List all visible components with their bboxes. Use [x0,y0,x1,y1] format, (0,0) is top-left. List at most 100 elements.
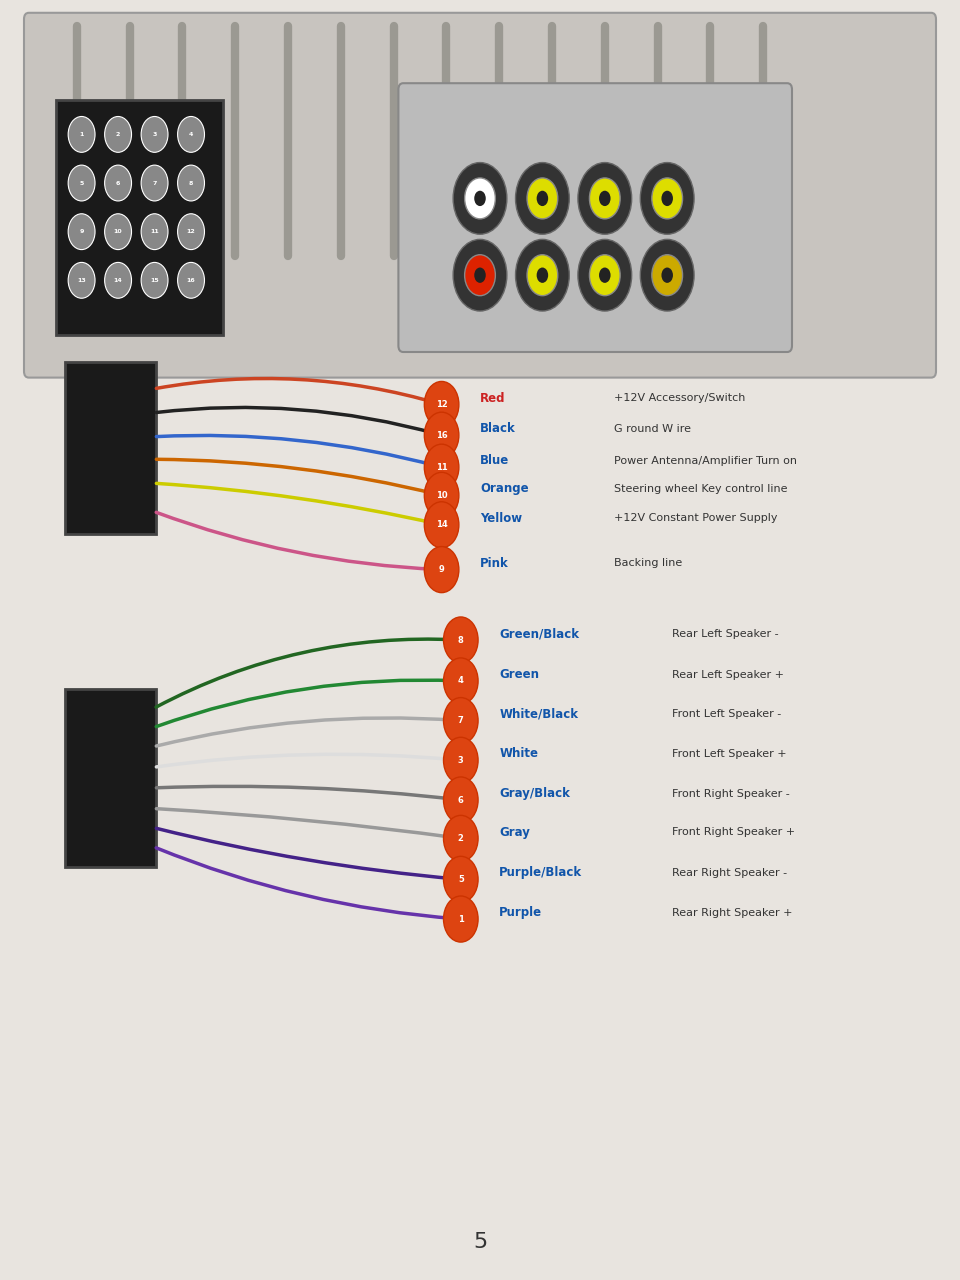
Text: 12: 12 [186,229,196,234]
Circle shape [444,777,478,823]
Text: 9: 9 [439,564,444,575]
Circle shape [516,239,569,311]
Circle shape [465,178,495,219]
FancyArrowPatch shape [156,639,458,707]
Circle shape [424,502,459,548]
Circle shape [599,191,611,206]
Circle shape [516,163,569,234]
FancyArrowPatch shape [156,754,458,767]
FancyArrowPatch shape [156,809,458,838]
Text: Front Right Speaker +: Front Right Speaker + [672,827,795,837]
FancyArrowPatch shape [156,460,439,494]
Text: +12V Constant Power Supply: +12V Constant Power Supply [614,513,778,524]
Circle shape [141,262,168,298]
Circle shape [640,163,694,234]
Circle shape [68,165,95,201]
Text: Blue: Blue [480,454,509,467]
Text: +12V Accessory/Switch: +12V Accessory/Switch [614,393,746,403]
Circle shape [105,116,132,152]
Text: Backing line: Backing line [614,558,683,568]
Text: Power Antenna/Amplifier Turn on: Power Antenna/Amplifier Turn on [614,456,798,466]
Circle shape [105,262,132,298]
Text: 15: 15 [150,278,159,283]
Circle shape [444,698,478,744]
Text: Front Right Speaker -: Front Right Speaker - [672,788,790,799]
Text: 3: 3 [153,132,156,137]
Circle shape [141,214,168,250]
Text: 10: 10 [114,229,122,234]
Circle shape [105,214,132,250]
Text: 3: 3 [458,755,464,765]
Circle shape [474,268,486,283]
Circle shape [444,617,478,663]
Text: 4: 4 [189,132,193,137]
Circle shape [444,658,478,704]
Text: Rear Left Speaker +: Rear Left Speaker + [672,669,784,680]
Text: 5: 5 [473,1231,487,1252]
Circle shape [589,178,620,219]
Text: Purple: Purple [499,906,542,919]
Circle shape [537,268,548,283]
Text: Red: Red [480,392,506,404]
Text: Orange: Orange [480,483,529,495]
Circle shape [453,163,507,234]
Circle shape [444,896,478,942]
Circle shape [652,255,683,296]
Text: 9: 9 [80,229,84,234]
FancyArrowPatch shape [156,718,458,746]
Text: 6: 6 [116,180,120,186]
FancyBboxPatch shape [65,362,156,534]
Text: Yellow: Yellow [480,512,522,525]
Text: 8: 8 [458,635,464,645]
FancyArrowPatch shape [156,379,439,403]
Circle shape [652,178,683,219]
Text: Green/Black: Green/Black [499,627,579,640]
Text: 14: 14 [113,278,123,283]
Circle shape [424,547,459,593]
Text: 1: 1 [458,914,464,924]
Circle shape [105,165,132,201]
Circle shape [537,191,548,206]
Circle shape [444,815,478,861]
Text: White: White [499,748,539,760]
FancyBboxPatch shape [24,13,936,378]
Circle shape [453,239,507,311]
Text: Rear Right Speaker -: Rear Right Speaker - [672,868,787,878]
Circle shape [589,255,620,296]
Text: 13: 13 [77,278,86,283]
Circle shape [141,165,168,201]
Text: Front Left Speaker -: Front Left Speaker - [672,709,781,719]
Text: 11: 11 [150,229,159,234]
Circle shape [527,255,558,296]
Text: 7: 7 [153,180,156,186]
Text: Steering wheel Key control line: Steering wheel Key control line [614,484,788,494]
Text: 14: 14 [436,520,447,530]
Text: 6: 6 [458,795,464,805]
Text: 11: 11 [436,462,447,472]
FancyArrowPatch shape [156,786,458,800]
Circle shape [424,444,459,490]
Text: Black: Black [480,422,516,435]
Text: 12: 12 [436,399,447,410]
Circle shape [178,214,204,250]
Text: 7: 7 [458,716,464,726]
Text: White/Black: White/Black [499,708,578,721]
Text: G round W ire: G round W ire [614,424,691,434]
Circle shape [444,856,478,902]
Circle shape [578,163,632,234]
Text: Gray: Gray [499,826,530,838]
Circle shape [68,116,95,152]
Circle shape [424,381,459,428]
Circle shape [424,412,459,458]
Text: 5: 5 [458,874,464,884]
FancyArrowPatch shape [156,407,439,434]
FancyArrowPatch shape [156,484,439,525]
FancyArrowPatch shape [156,680,458,727]
Text: Pink: Pink [480,557,509,570]
Text: Rear Left Speaker -: Rear Left Speaker - [672,628,779,639]
Text: 8: 8 [189,180,193,186]
Circle shape [661,191,673,206]
Circle shape [444,737,478,783]
Text: 4: 4 [458,676,464,686]
FancyArrowPatch shape [156,847,458,919]
